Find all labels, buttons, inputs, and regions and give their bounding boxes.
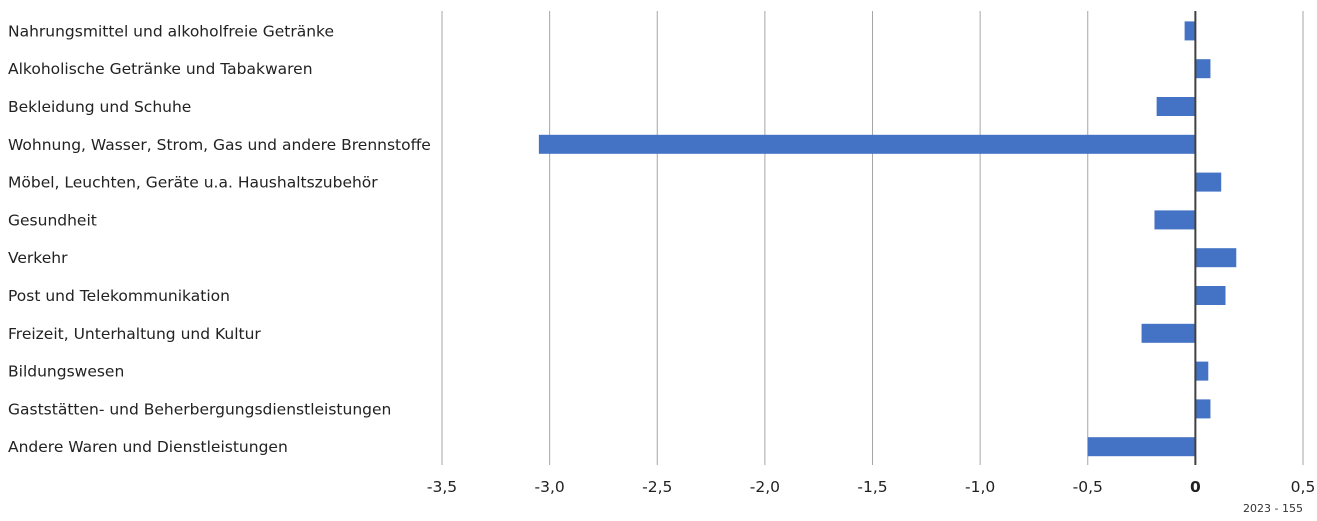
bar [1195, 399, 1211, 419]
bar [1156, 97, 1196, 116]
chart-footnote: 2023 - 155 [1243, 502, 1303, 515]
bar [1087, 437, 1196, 457]
category-label: Wohnung, Wasser, Strom, Gas und andere B… [8, 136, 431, 154]
x-tick-label: -2,5 [642, 478, 672, 496]
category-label: Verkehr [8, 249, 68, 267]
category-labels: Nahrungsmittel und alkoholfreie Getränke… [8, 22, 431, 456]
bar [538, 134, 1196, 154]
x-tick-labels: -3,5 -3,0 -2,5 -2,0 -1,5 -1,0 -0,5 0 0,5 [427, 478, 1315, 496]
bars [538, 21, 1237, 457]
x-tick-label: 0,5 [1291, 478, 1316, 496]
category-label: Gesundheit [8, 211, 97, 229]
bar [1141, 323, 1196, 343]
category-label: Nahrungsmittel und alkoholfreie Getränke [8, 22, 334, 40]
category-label: Gaststätten- und Beherbergungsdienstleis… [8, 400, 391, 418]
grid-lines [441, 11, 1304, 465]
x-tick-label: -1,0 [965, 478, 995, 496]
bar [1154, 210, 1196, 230]
x-tick-label: -3,0 [535, 478, 565, 496]
category-label: Bekleidung und Schuhe [8, 98, 191, 116]
category-label: Post und Telekommunikation [8, 287, 230, 305]
category-label: Andere Waren und Dienstleistungen [8, 438, 288, 456]
category-label: Alkoholische Getränke und Tabakwaren [8, 60, 313, 78]
bar [1195, 361, 1209, 381]
category-label: Möbel, Leuchten, Geräte u.a. Haushaltszu… [8, 174, 378, 192]
x-tick-label: 0 [1190, 478, 1201, 496]
bar [1195, 59, 1211, 79]
bar [1184, 21, 1196, 41]
x-tick-label: -1,5 [857, 478, 887, 496]
bar [1195, 286, 1226, 305]
bar [1195, 248, 1237, 268]
x-tick-label: -2,0 [750, 478, 780, 496]
x-tick-label: -0,5 [1073, 478, 1103, 496]
bar [1195, 172, 1222, 192]
x-tick-label: -3,5 [427, 478, 457, 496]
category-label: Freizeit, Unterhaltung und Kultur [8, 325, 261, 343]
category-label: Bildungswesen [8, 363, 124, 381]
